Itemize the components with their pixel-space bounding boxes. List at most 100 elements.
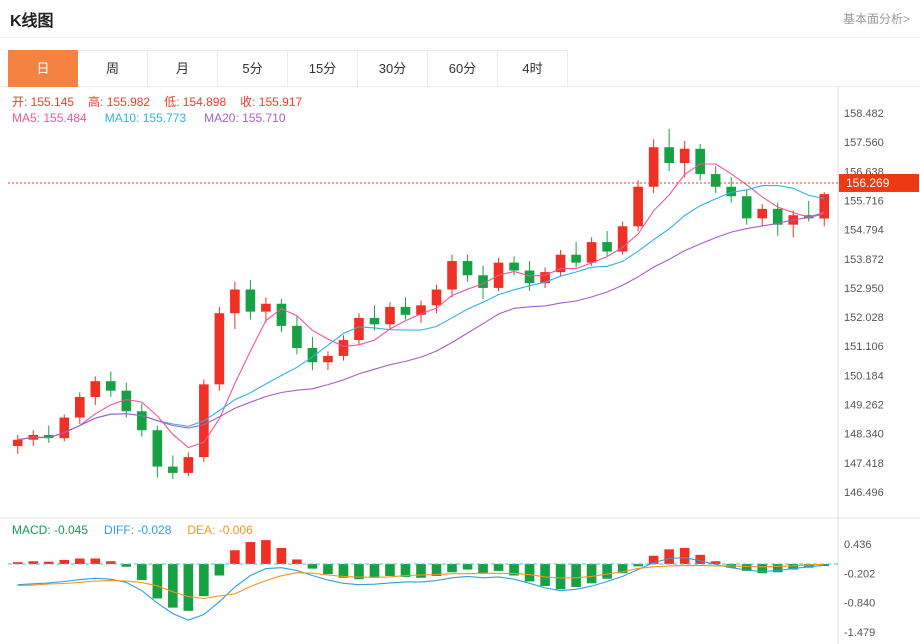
price-axis-label: 148.340 <box>844 429 884 441</box>
candle-body <box>586 242 597 263</box>
macd-bar <box>555 564 566 590</box>
macd-bar <box>803 564 814 568</box>
dea-line <box>17 563 825 600</box>
price-axis-label: 158.482 <box>844 108 884 120</box>
macd-bar <box>137 564 147 581</box>
candle-body <box>338 340 349 356</box>
price-axis-label: 157.560 <box>844 137 884 149</box>
macd-bar <box>168 564 178 608</box>
tab-60m[interactable]: 60分 <box>428 50 498 87</box>
macd-bar <box>369 564 380 578</box>
macd-bar <box>261 540 271 565</box>
tab-30m[interactable]: 30分 <box>358 50 428 87</box>
macd-bar <box>90 558 101 565</box>
candle-body <box>509 262 519 271</box>
ma5-line <box>17 163 825 449</box>
macd-bar <box>74 558 85 565</box>
macd-axis-label: -0.840 <box>844 598 875 610</box>
candle-body <box>106 381 116 391</box>
macd-bar <box>524 564 535 582</box>
diff-line <box>17 557 825 621</box>
candle-body <box>602 242 612 252</box>
candle-body <box>90 381 101 398</box>
candle-body <box>400 306 411 315</box>
fundamental-analysis-link[interactable]: 基本面分析> <box>842 12 910 26</box>
macd-bar <box>493 564 504 571</box>
candle-body <box>726 186 736 197</box>
macd-bar <box>664 549 674 565</box>
macd-bar <box>106 561 116 565</box>
price-axis-label: 152.028 <box>844 312 884 324</box>
candle-body <box>323 355 333 363</box>
macd-bar <box>788 564 799 570</box>
tab-4h[interactable]: 4时 <box>498 50 568 87</box>
macd-bar <box>307 564 318 569</box>
price-axis-label: 154.794 <box>844 225 884 237</box>
price-axis-label: 150.184 <box>844 370 884 382</box>
macd-bar <box>12 562 23 565</box>
macd-bar <box>152 564 163 599</box>
candle-body <box>431 289 442 306</box>
macd-bar <box>447 564 457 573</box>
candle-body <box>168 466 178 473</box>
candle-body <box>354 317 364 341</box>
candle-body <box>292 325 302 349</box>
candle-body <box>679 148 690 164</box>
macd-bar <box>617 564 628 574</box>
macd-bar <box>571 564 581 587</box>
macd-bar <box>385 564 395 576</box>
macd-bar <box>633 564 643 567</box>
chart-area: 158.482 157.560 156.638 155.716 154.794 153.8… <box>0 87 920 644</box>
macd-bar <box>338 564 349 578</box>
candle-body <box>555 254 566 273</box>
page-header: K线图 基本面分析> <box>0 0 920 38</box>
macd-bar <box>695 554 705 565</box>
candle-body <box>214 313 225 385</box>
macd-bar <box>121 564 132 567</box>
candle-body <box>230 289 240 314</box>
tab-5m[interactable]: 5分 <box>218 50 288 87</box>
current-price-value: 156.269 <box>846 176 890 190</box>
macd-bar <box>478 564 488 574</box>
tab-week[interactable]: 周 <box>78 50 148 87</box>
tab-15m[interactable]: 15分 <box>288 50 358 87</box>
macd-bar <box>509 564 519 576</box>
candle-body <box>369 317 380 325</box>
macd-bar <box>230 550 240 565</box>
candle-body <box>12 439 23 447</box>
macd-bar <box>819 564 830 567</box>
macd-bar <box>245 541 256 565</box>
macd-bar <box>183 564 194 611</box>
macd-histogram <box>12 540 830 611</box>
candle-body <box>59 417 70 439</box>
candle-body <box>741 196 752 219</box>
macd-bar <box>214 564 225 576</box>
macd-bar <box>772 564 783 573</box>
page-title: K线图 <box>10 12 54 30</box>
macd-bar <box>276 547 287 565</box>
candle-body <box>571 254 581 263</box>
macd-bar <box>586 564 597 584</box>
price-axis-label: 155.716 <box>844 195 884 207</box>
kline-chart[interactable]: 158.482157.560156.638155.716154.794153.8… <box>0 87 920 644</box>
macd-bar <box>710 561 721 565</box>
macd-bar <box>679 547 690 565</box>
macd-bar <box>431 564 442 576</box>
candle-body <box>261 303 271 312</box>
candle-body <box>447 261 457 290</box>
candle-body <box>121 390 132 412</box>
macd-bar <box>43 561 54 565</box>
candlesticks <box>12 128 830 480</box>
candle-body <box>137 411 147 431</box>
candle-body <box>43 434 54 439</box>
candle-body <box>695 148 705 175</box>
tab-month[interactable]: 月 <box>148 50 218 87</box>
macd-bar <box>540 564 550 587</box>
candle-body <box>772 208 783 225</box>
candle-body <box>276 303 287 326</box>
macd-bar <box>28 561 39 565</box>
tab-day[interactable]: 日 <box>8 50 78 87</box>
macd-bar <box>59 559 70 565</box>
candle-body <box>710 174 721 187</box>
